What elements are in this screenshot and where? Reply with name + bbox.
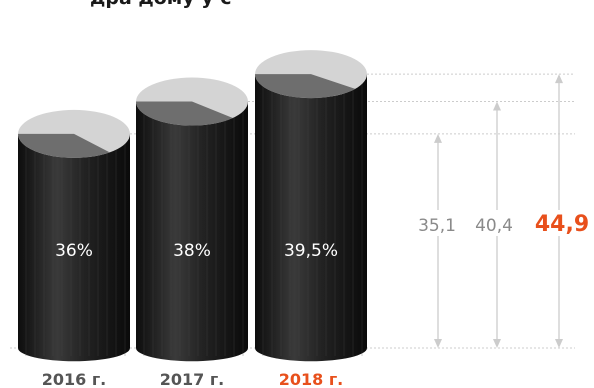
value-label-bg-3	[532, 210, 592, 236]
cylinder-top-slice-3	[255, 74, 356, 99]
value-arrowhead-top-2	[493, 101, 501, 111]
cylinder-body-1	[18, 133, 130, 362]
value-arrowhead-bottom-1	[434, 339, 442, 348]
value-arrowhead-top-1	[434, 133, 442, 143]
category-label-2: 2017 г.	[160, 370, 225, 388]
percent-label-1: 36%	[55, 241, 93, 261]
value-label-bg-1	[415, 210, 459, 236]
cylinder-top-slice-1	[18, 133, 110, 158]
category-label-1: 2016 г.	[42, 370, 107, 388]
percent-label-2: 38%	[173, 241, 211, 261]
value-label-2: 40,4	[475, 216, 513, 236]
category-label-3: 2018 г.	[279, 370, 344, 388]
value-arrowhead-bottom-3	[555, 339, 563, 348]
cylinder-body-2	[136, 101, 248, 362]
value-label-3: 44,9	[535, 212, 589, 237]
value-label-bg-2	[472, 210, 516, 236]
cylinder-body-3	[255, 74, 367, 362]
value-label-1: 35,1	[418, 216, 456, 236]
chart-title: дра дому у с	[90, 0, 350, 8]
cylinder-top-slice-2	[136, 101, 233, 126]
value-arrowhead-bottom-2	[493, 339, 501, 348]
value-arrowhead-top-3	[555, 74, 563, 84]
percent-label-3: 39,5%	[284, 241, 338, 261]
